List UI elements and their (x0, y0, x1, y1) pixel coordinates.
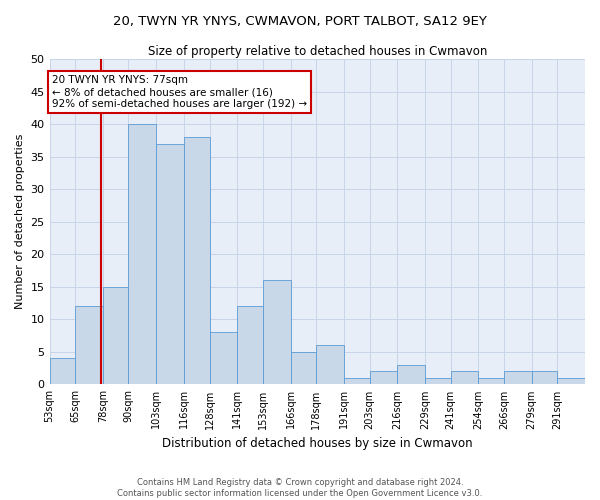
Bar (75, 306, 103, 384)
Bar (504, 372, 532, 384)
Bar (50, 358, 75, 384)
Bar (557, 378, 585, 384)
Bar (290, 352, 316, 384)
Bar (370, 372, 397, 384)
Text: 20, TWYN YR YNYS, CWMAVON, PORT TALBOT, SA12 9EY: 20, TWYN YR YNYS, CWMAVON, PORT TALBOT, … (113, 15, 487, 28)
Y-axis label: Number of detached properties: Number of detached properties (15, 134, 25, 310)
Text: Contains HM Land Registry data © Crown copyright and database right 2024.
Contai: Contains HM Land Registry data © Crown c… (118, 478, 482, 498)
Title: Size of property relative to detached houses in Cwmavon: Size of property relative to detached ho… (148, 45, 487, 58)
Bar (344, 378, 370, 384)
Bar (263, 280, 290, 384)
Bar (532, 372, 557, 384)
Bar (478, 378, 504, 384)
Bar (451, 372, 478, 384)
X-axis label: Distribution of detached houses by size in Cwmavon: Distribution of detached houses by size … (162, 437, 473, 450)
Bar (103, 287, 128, 384)
Bar (184, 137, 209, 384)
Bar (128, 124, 156, 384)
Bar (425, 378, 451, 384)
Bar (209, 332, 237, 384)
Bar (397, 365, 425, 384)
Bar (156, 144, 184, 384)
Text: 20 TWYN YR YNYS: 77sqm
← 8% of detached houses are smaller (16)
92% of semi-deta: 20 TWYN YR YNYS: 77sqm ← 8% of detached … (52, 76, 307, 108)
Bar (237, 306, 263, 384)
Bar (316, 346, 344, 385)
